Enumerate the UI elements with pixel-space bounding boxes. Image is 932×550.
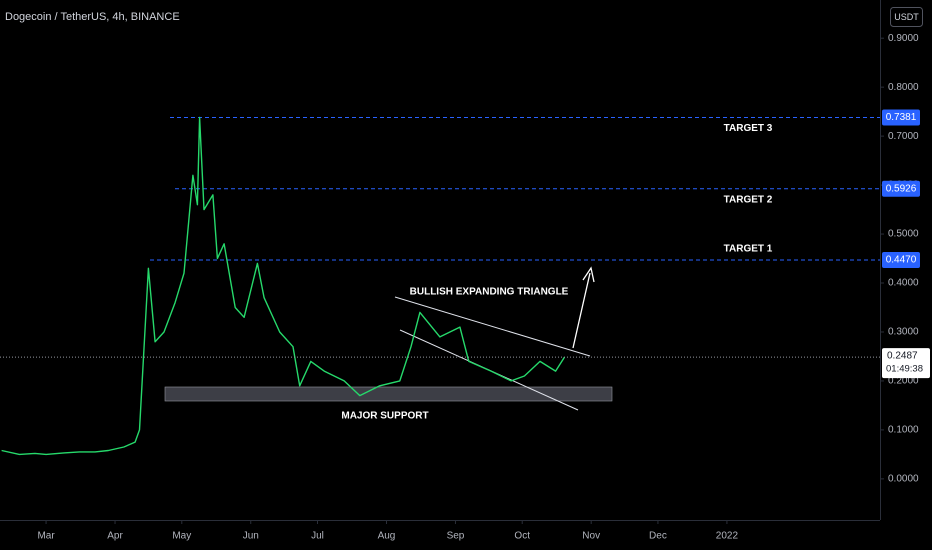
price-line <box>1 116 566 456</box>
target-name: TARGET 2 <box>724 194 773 205</box>
y-tick-label: 0.9000 <box>888 33 919 44</box>
support-zone <box>164 386 613 402</box>
target-name: TARGET 1 <box>724 244 773 255</box>
x-tick-label: Aug <box>378 531 396 542</box>
x-tick-label: Jun <box>243 531 259 542</box>
y-tick-label: 0.7000 <box>888 131 919 142</box>
x-tick-label: Sep <box>447 531 465 542</box>
target-price-box <box>882 252 920 268</box>
target-price-label: 0.4470 <box>886 255 917 266</box>
countdown-label: 01:49:38 <box>886 364 923 375</box>
y-tick-label: 0.3000 <box>888 327 919 338</box>
arrow-head <box>582 266 595 283</box>
x-tick-label: May <box>172 531 191 542</box>
y-tick-label: 0.1000 <box>888 425 919 436</box>
currency-box[interactable] <box>890 7 923 27</box>
x-tick-label: 2022 <box>716 531 739 542</box>
x-tick-label: Mar <box>37 531 55 542</box>
target-price-box <box>882 180 920 197</box>
y-tick-label: 0.4000 <box>888 278 919 289</box>
x-tick-label: Oct <box>514 531 530 542</box>
chart-title: Dogecoin / TetherUS, 4h, BINANCE <box>5 11 180 23</box>
x-tick-label: Nov <box>582 531 600 542</box>
triangle-label: BULLISH EXPANDING TRIANGLE <box>410 287 569 298</box>
target-name: TARGET 3 <box>724 123 773 134</box>
x-tick-label: Apr <box>107 531 123 542</box>
y-tick-label: 0.8000 <box>888 82 919 93</box>
y-tick-label: 0.2000 <box>888 376 919 387</box>
last-price-box <box>882 348 930 379</box>
target-price-label: 0.5926 <box>886 183 917 194</box>
x-tick-label: Dec <box>649 531 667 542</box>
target-price-box <box>882 109 920 126</box>
last-price-label: 0.2487 <box>887 351 918 362</box>
y-tick-label: 0.5000 <box>888 229 919 240</box>
target-price-label: 0.7381 <box>886 112 917 123</box>
y-tick-label: 0.0000 <box>888 474 919 485</box>
x-tick-label: Jul <box>311 531 324 542</box>
arrow-shaft <box>572 272 591 349</box>
currency-label[interactable]: USDT <box>894 12 919 22</box>
triangle-upper-line <box>394 296 591 357</box>
support-label: MAJOR SUPPORT <box>341 411 428 422</box>
